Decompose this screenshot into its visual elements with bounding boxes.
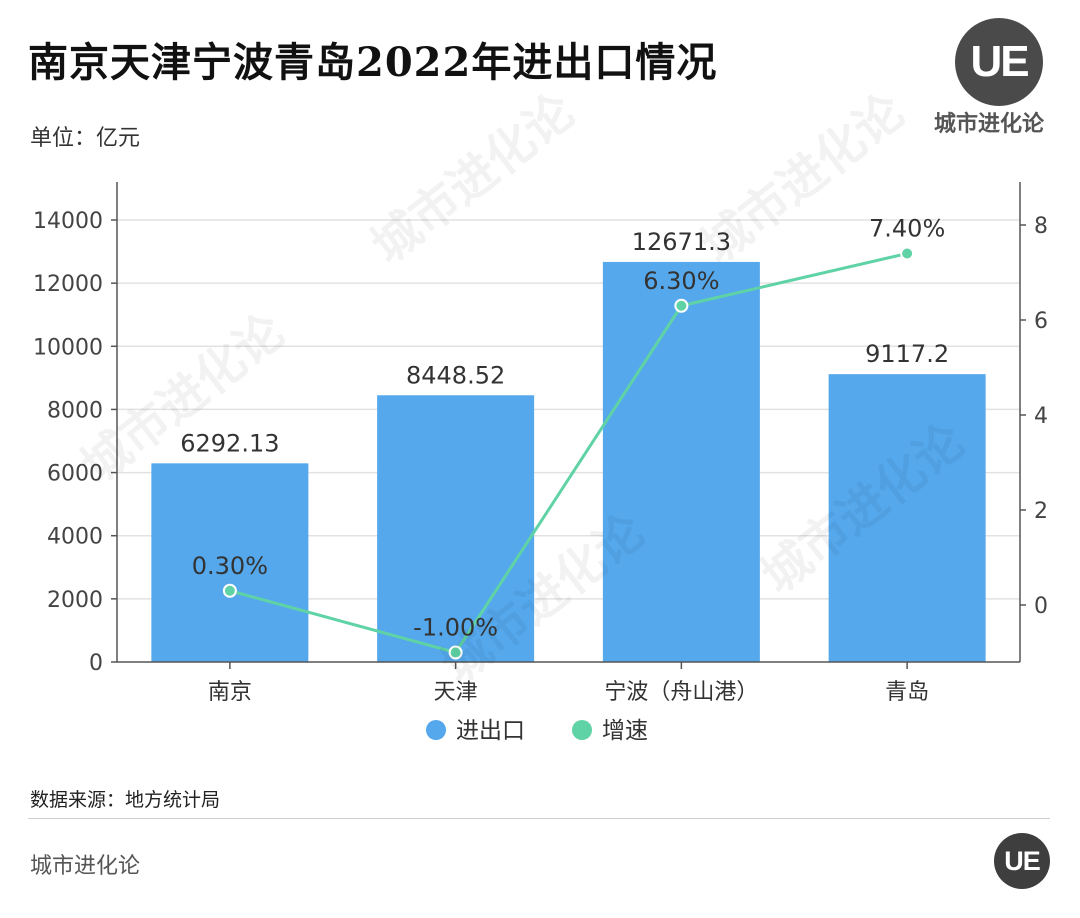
data-source: 数据来源：地方统计局 [30,789,221,811]
growth-point-4 [900,246,915,261]
chart-title: 南京天津宁波青岛2022年进出口情况 [28,39,718,86]
y-right-tick-label: 2 [1034,499,1048,524]
y-left-tick-label: 6000 [47,462,103,487]
bar-value-label: 9117.2 [865,340,949,368]
ue-logo: UE [955,18,1043,106]
growth-value-label: 0.30% [192,552,268,580]
bar-4 [828,374,986,662]
growth-value-label: 7.40% [869,215,945,243]
x-tick-label: 青岛 [885,680,929,705]
x-tick-label: 天津 [434,680,478,705]
y-right-tick-label: 8 [1034,214,1048,239]
bar-2 [377,395,535,662]
y-left-tick-label: 4000 [47,525,103,550]
y-left-tick-label: 12000 [33,272,103,297]
y-left-tick-label: 2000 [47,588,103,613]
legend-bar-label: 进出口 [456,718,525,744]
y-left-tick-label: 8000 [47,398,103,423]
legend-line-marker [572,720,592,740]
bar-value-label: 12671.3 [632,228,731,256]
y-left-tick-label: 14000 [33,209,103,234]
y-right-tick-label: 4 [1034,404,1048,429]
unit-label: 单位：亿元 [30,126,141,151]
growth-point-2 [448,645,463,660]
x-tick-label: 南京 [208,680,252,705]
y-right-tick-label: 6 [1034,309,1048,334]
bar-3 [602,261,760,662]
brand-name: 城市进化论 [934,111,1045,137]
y-left-tick-label: 0 [89,651,103,676]
y-left-tick-label: 10000 [33,335,103,360]
x-tick-label: 宁波（舟山港） [604,680,758,705]
growth-value-label: -1.00% [413,614,498,642]
legend-line-label: 增速 [602,718,648,744]
footer-ue-logo: UE [994,833,1050,889]
footer-divider [28,818,1050,819]
y-right-tick-label: 0 [1034,594,1048,619]
legend-bar-marker [426,720,446,740]
bar-1 [151,463,309,662]
growth-value-label: 6.30% [643,267,719,295]
bar-value-label: 6292.13 [180,429,279,457]
growth-point-1 [222,583,237,598]
growth-point-3 [674,298,689,313]
bar-value-label: 8448.52 [406,361,505,389]
growth-line [229,252,908,655]
footer-brand: 城市进化论 [30,854,141,879]
combo-chart: 0 2000 4000 6000 8000 10000 12000 14000 0 2 4 6 8 629… [33,182,1048,744]
